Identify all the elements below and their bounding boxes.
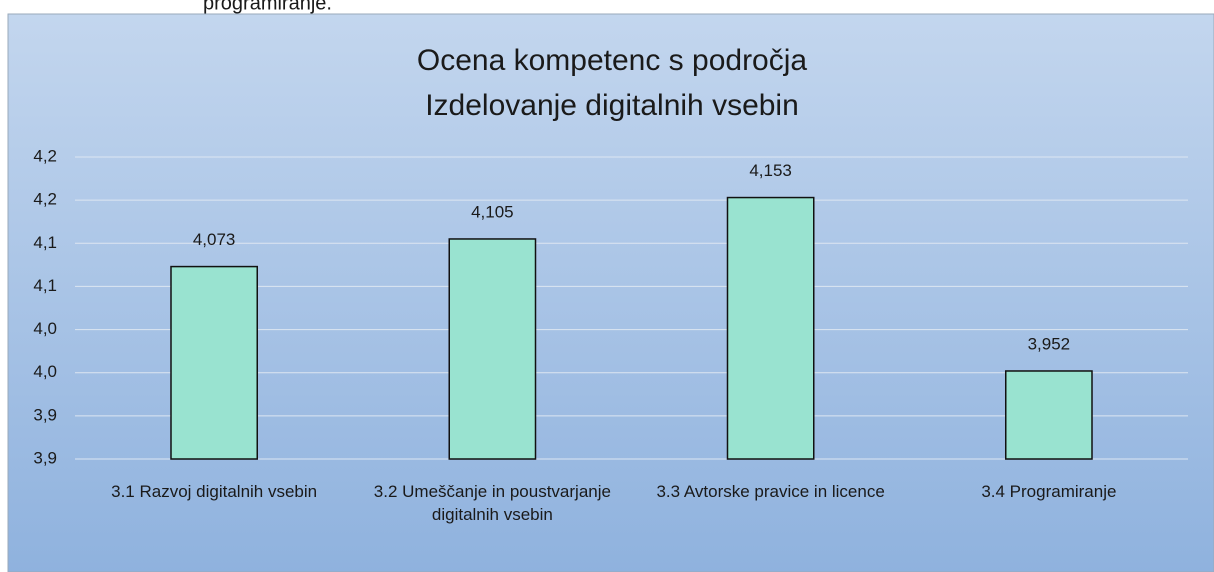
page-text: programiranje. — [203, 0, 332, 14]
data-label: 4,153 — [749, 161, 792, 180]
y-tick-label: 4,0 — [33, 362, 57, 381]
bar — [170, 265, 259, 460]
x-tick-label: 3.2 Umeščanje in poustvarjanje digitalni… — [373, 482, 611, 524]
bar — [726, 196, 815, 460]
data-label: 4,105 — [471, 202, 514, 221]
data-label: 4,073 — [193, 230, 236, 249]
y-tick-label: 4,2 — [33, 146, 57, 165]
bar — [1004, 370, 1093, 460]
y-tick-label: 4,1 — [33, 233, 57, 252]
x-tick-label: 3.1 Razvoj digitalnih vsebin — [111, 482, 318, 501]
data-label: 3,952 — [1028, 334, 1071, 353]
chart-title: Izdelovanje digitalnih vsebin — [425, 89, 799, 122]
y-tick-label: 3,9 — [33, 405, 57, 424]
y-tick-label: 3,9 — [33, 448, 57, 467]
x-tick-label: 3.3 Avtorske pravice in licence — [656, 482, 885, 501]
bar — [448, 238, 537, 460]
y-tick-label: 4,1 — [33, 276, 57, 295]
chart-title: Ocena kompetenc s področja — [417, 44, 808, 77]
y-tick-label: 4,0 — [33, 319, 57, 338]
x-tick-label: 3.4 Programiranje — [981, 482, 1117, 501]
y-tick-label: 4,2 — [33, 190, 57, 209]
